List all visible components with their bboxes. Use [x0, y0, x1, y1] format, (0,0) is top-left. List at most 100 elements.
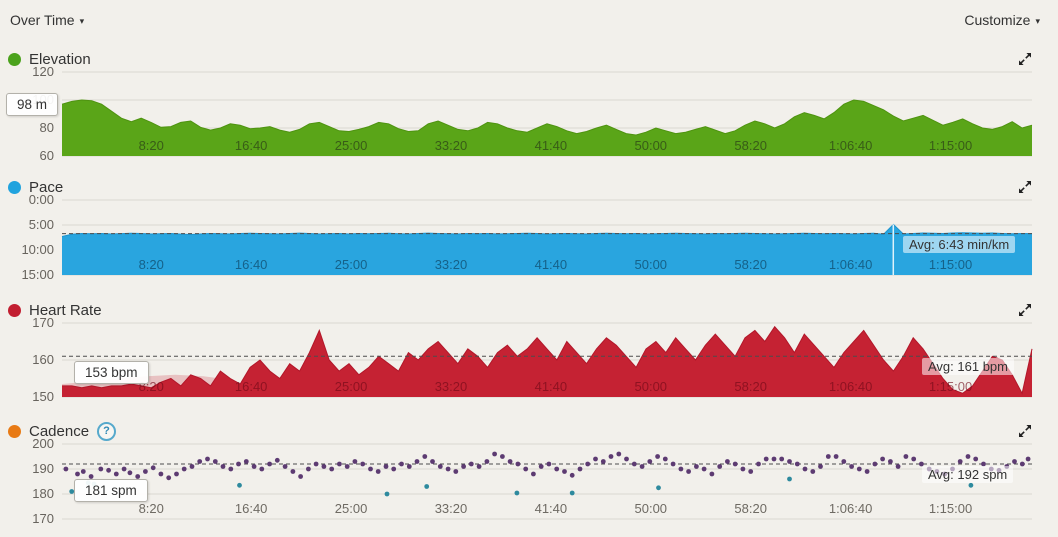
cadence-point	[406, 464, 412, 469]
x-tick-label: 25:00	[334, 379, 368, 394]
heart-rate-header: Heart Rate	[0, 297, 1058, 323]
cadence-point	[492, 451, 497, 457]
cadence-point	[267, 461, 272, 467]
x-tick-label: 50:00	[634, 138, 668, 153]
cadence-header: Cadence ?	[0, 418, 1058, 444]
heart-rate-plot[interactable]: 8:20 16:40 25:00 33:20 41:40 50:00 58:20 1:06:4…	[62, 322, 1033, 398]
over-time-dropdown[interactable]: Over Time ▾	[10, 12, 84, 28]
y-tick-label: 150	[32, 389, 54, 404]
cadence-point	[282, 464, 288, 469]
cadence-point	[290, 469, 296, 474]
cadence-point	[810, 469, 816, 474]
y-tick-label: 190	[32, 461, 54, 476]
heart-rate-average-label: Avg: 161 bpm	[922, 358, 1014, 375]
pace-plot[interactable]: 8:20 16:40 25:00 33:20 41:40 50:00 58:20 1:06:4…	[61, 199, 1033, 276]
cadence-point	[437, 464, 443, 469]
cadence-point	[63, 466, 69, 472]
expand-icon[interactable]	[1018, 303, 1032, 317]
elevation-title: Elevation	[29, 50, 91, 68]
help-icon[interactable]: ?	[97, 421, 117, 441]
cadence-point	[399, 461, 404, 467]
y-tick-label: 80	[39, 120, 54, 135]
elevation-legend-dot-icon	[8, 52, 21, 66]
x-tick-label: 50:00	[634, 501, 668, 516]
cadence-point	[135, 474, 141, 479]
cadence-point	[383, 464, 389, 469]
cadence-point	[212, 459, 218, 464]
cadence-point	[127, 470, 133, 476]
cadence-point	[1019, 461, 1025, 467]
chevron-down-icon: ▾	[79, 15, 85, 26]
cadence-point	[965, 454, 971, 459]
cadence-point	[577, 466, 583, 472]
cadence-point	[802, 466, 808, 472]
cadence-point	[88, 474, 94, 479]
cadence-y-axis: 200 190 180 170	[0, 436, 62, 526]
x-tick-label: 1:15:00	[928, 138, 973, 153]
y-tick-label: 200	[32, 436, 54, 451]
cadence-point	[453, 469, 459, 474]
cadence-point	[562, 469, 567, 474]
cadence-point	[375, 469, 381, 474]
cadence-chart-section: Cadence ? 200 190 180 170 8:20 16:40 25:00 33:…	[0, 418, 1058, 526]
cadence-point	[236, 461, 241, 467]
cadence-point	[880, 456, 885, 462]
x-tick-label: 1:15:00	[928, 379, 973, 394]
cadence-point	[344, 464, 350, 469]
cadence-point	[538, 464, 544, 469]
over-time-dropdown-label: Over Time	[10, 12, 75, 28]
heart-rate-chart-section: Heart Rate 170 160 150 8:20 16:40 25:00 33:20…	[0, 297, 1058, 404]
cadence-point	[763, 456, 769, 462]
cadence-point	[360, 461, 366, 467]
cadence-point	[422, 454, 428, 459]
heart-rate-tooltip: 153 bpm	[74, 361, 149, 384]
cadence-point	[779, 456, 785, 462]
cadence-point	[585, 461, 591, 467]
cadence-point	[569, 490, 575, 496]
cadence-point	[189, 464, 195, 469]
cadence-point	[787, 476, 792, 482]
expand-icon[interactable]	[1018, 424, 1032, 438]
cadence-point	[957, 459, 963, 464]
x-tick-label: 41:40	[534, 379, 568, 394]
cadence-point	[468, 461, 474, 467]
cadence-point	[771, 456, 777, 462]
x-tick-label: 33:20	[434, 138, 468, 153]
x-tick-label: 1:15:00	[928, 501, 973, 516]
y-tick-label: 0:00	[28, 192, 54, 207]
cadence-point	[624, 456, 629, 462]
customize-dropdown[interactable]: Customize ▾	[964, 12, 1040, 28]
cadence-point	[678, 466, 684, 472]
x-tick-label: 58:20	[734, 257, 767, 272]
cadence-point	[849, 464, 854, 469]
cadence-point	[756, 461, 761, 467]
cadence-point	[655, 454, 660, 459]
x-tick-label: 58:20	[734, 138, 767, 153]
cadence-point	[895, 464, 901, 469]
x-tick-label: 1:06:40	[828, 138, 873, 153]
cadence-point	[515, 461, 521, 467]
cadence-point	[701, 466, 707, 472]
elevation-plot[interactable]: 8:20 16:40 25:00 33:20 41:40 50:00 58:20 1:06:4…	[61, 71, 1033, 157]
cadence-point	[794, 461, 800, 467]
x-tick-label: 1:06:40	[828, 379, 873, 394]
x-tick-label: 16:40	[234, 501, 268, 516]
x-tick-label: 50:00	[634, 379, 668, 394]
cadence-point	[98, 466, 104, 472]
cadence-point	[732, 461, 738, 467]
cadence-point	[106, 467, 111, 473]
cadence-point	[631, 461, 637, 467]
elevation-tooltip: 98 m	[6, 93, 59, 116]
cadence-point	[919, 461, 924, 467]
expand-icon[interactable]	[1018, 180, 1032, 194]
cadence-point	[825, 454, 831, 459]
x-tick-label: 58:20	[734, 501, 767, 516]
cadence-point	[174, 471, 179, 477]
cadence-point	[968, 482, 974, 488]
expand-icon[interactable]	[1018, 52, 1032, 66]
cadence-point	[647, 459, 653, 464]
x-tick-label: 25:00	[334, 501, 368, 516]
cadence-plot[interactable]: 8:20 16:40 25:00 33:20 41:40 50:00 58:20 1:06:4…	[62, 443, 1032, 520]
x-tick-label: 8:20	[138, 257, 164, 272]
cadence-point	[888, 459, 893, 464]
